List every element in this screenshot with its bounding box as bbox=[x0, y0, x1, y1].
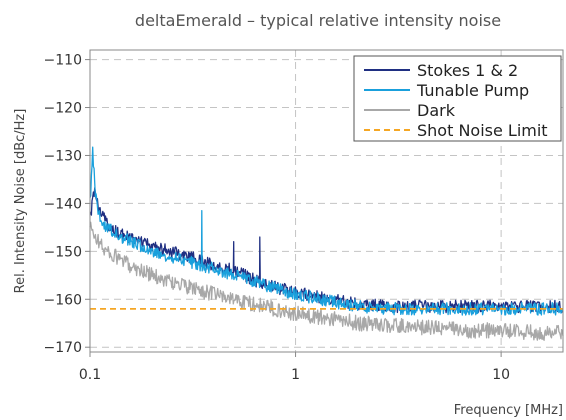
x-tick-label: 10 bbox=[492, 367, 510, 383]
x-tick-label: 1 bbox=[291, 367, 300, 383]
y-tick-label: −150 bbox=[44, 244, 82, 260]
plot-frame bbox=[89, 49, 564, 353]
legend-label: Dark bbox=[417, 101, 456, 120]
legend-label: Tunable Pump bbox=[416, 81, 529, 100]
legend-label: Shot Noise Limit bbox=[417, 121, 548, 140]
legend-label: Stokes 1 & 2 bbox=[417, 61, 518, 80]
series-line-dark bbox=[89, 221, 564, 341]
y-tick-label: −120 bbox=[44, 101, 82, 117]
chart-title: deltaEmerald – typical relative intensit… bbox=[135, 11, 501, 30]
axis-ticks: −110 −120 −130 −140 −150 −160 −170 0.1 1 10 bbox=[44, 53, 510, 383]
y-tick-label: −130 bbox=[44, 148, 82, 164]
series-line-tunable-pump bbox=[89, 146, 564, 316]
x-tick-label: 0.1 bbox=[79, 367, 101, 383]
y-tick-label: −160 bbox=[44, 292, 82, 308]
y-tick-label: −140 bbox=[44, 196, 82, 212]
y-tick-label: −110 bbox=[44, 53, 82, 69]
x-axis-label: Frequency [MHz] bbox=[454, 403, 563, 418]
y-tick-label: −170 bbox=[44, 340, 82, 356]
y-axis-label: Rel. Intensity Noise [dBc/Hz] bbox=[13, 109, 28, 294]
series-lines bbox=[89, 146, 564, 341]
